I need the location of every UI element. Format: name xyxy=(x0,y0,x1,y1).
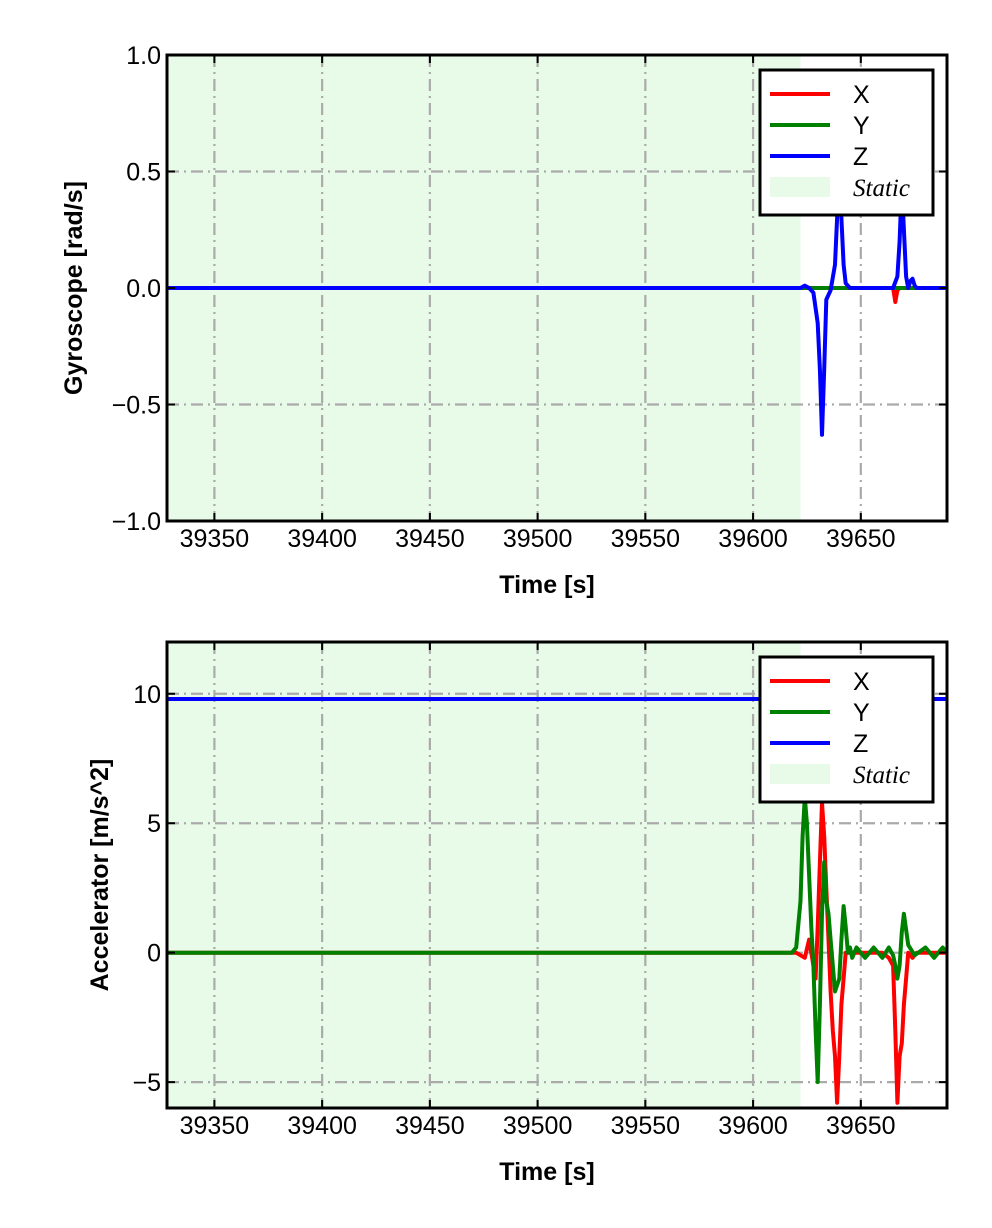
y-tick-label: 1.0 xyxy=(126,42,161,70)
legend-label-x: X xyxy=(853,81,870,109)
y-tick-label: 0.5 xyxy=(126,159,161,187)
legend-label-y: Y xyxy=(853,699,870,727)
y-axis-label: Gyroscope [rad/s] xyxy=(60,181,88,395)
x-tick-label: 39600 xyxy=(718,1112,788,1140)
y-tick-label: 0 xyxy=(147,940,161,968)
x-tick-label: 39650 xyxy=(826,525,896,553)
x-tick-label: 39400 xyxy=(287,525,357,553)
chart-panel-2: 39350 39400 39450 39500 39550 39600 39650 −5 0 5 1… xyxy=(86,640,949,1186)
legend-label-z: Z xyxy=(853,143,868,171)
series-group xyxy=(167,169,947,437)
x-axis-label: Time [s] xyxy=(499,571,594,599)
x-tick-label: 39500 xyxy=(503,1112,573,1140)
x-tick-label: 39500 xyxy=(503,525,573,553)
static-region xyxy=(167,642,801,1108)
series-line-z xyxy=(167,169,947,437)
x-tick-label: 39550 xyxy=(611,1112,681,1140)
x-tick-label: 39350 xyxy=(180,525,250,553)
axes-frame xyxy=(165,640,949,1110)
x-axis-label: Time [s] xyxy=(499,1158,594,1186)
x-tick-label: 39450 xyxy=(395,525,465,553)
series-line-y xyxy=(167,795,947,1085)
x-tick-label: 39600 xyxy=(718,525,788,553)
y-tick-label: −1.0 xyxy=(112,508,161,536)
y-tick-label: −5 xyxy=(132,1069,161,1097)
x-tick-label: 39400 xyxy=(287,1112,357,1140)
legend-label-x: X xyxy=(853,668,870,696)
legend: XYZ Static xyxy=(758,68,935,217)
x-tick-label: 39350 xyxy=(180,1112,250,1140)
y-tick-label: −0.5 xyxy=(112,392,161,420)
x-tick-label: 39650 xyxy=(826,1112,896,1140)
y-tick-label: 5 xyxy=(147,810,161,838)
series-line-x xyxy=(167,800,947,1105)
chart-panel-1: 39350 39400 39450 39500 39550 39600 39650 −1.0 −… xyxy=(60,42,949,599)
y-tick-label: 0.0 xyxy=(126,275,161,303)
legend: XYZ Static xyxy=(758,655,935,804)
legend-label-static: Static xyxy=(853,175,910,202)
legend-label-y: Y xyxy=(853,112,870,140)
legend-swatch-static xyxy=(770,177,830,197)
legend-label-z: Z xyxy=(853,730,868,758)
x-tick-label: 39550 xyxy=(611,525,681,553)
legend-label-static: Static xyxy=(853,762,910,789)
x-tick-label: 39450 xyxy=(395,1112,465,1140)
y-axis-label: Accelerator [m/s^2] xyxy=(86,759,114,992)
y-tick-label: 10 xyxy=(133,681,161,709)
legend-swatch-static xyxy=(770,764,830,784)
